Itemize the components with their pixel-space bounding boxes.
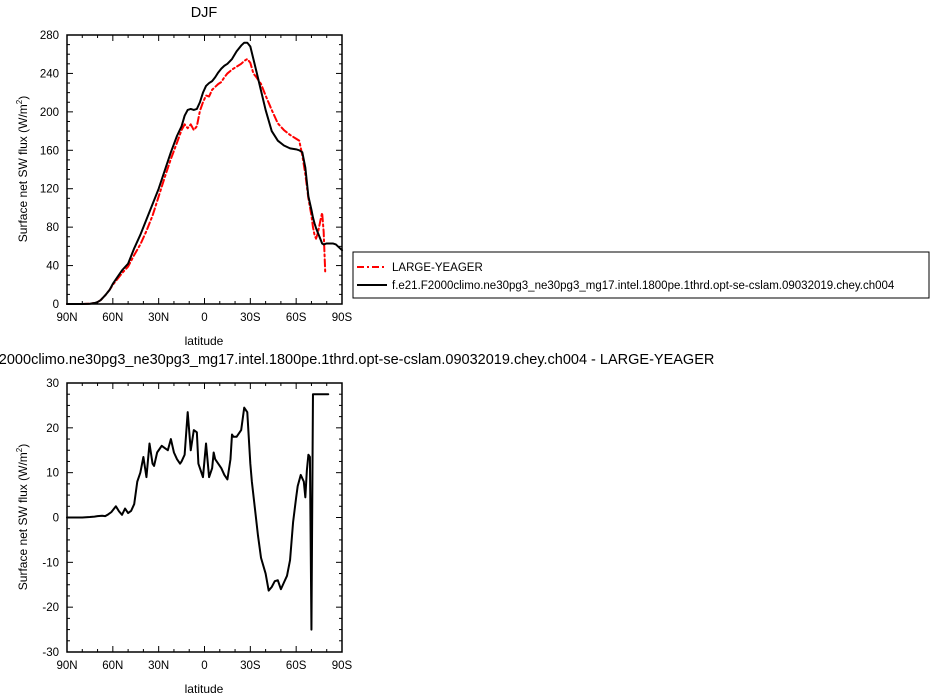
bottom-x-axis-label: latitude: [185, 682, 224, 696]
top-x-tick-label: 30S: [240, 312, 261, 324]
bottom-x-tick-label: 90S: [332, 660, 353, 672]
bottom-plot-frame: [66, 382, 343, 653]
top-series-group: [66, 41, 343, 305]
top-x-tick-label: 0: [201, 312, 207, 324]
bottom-x-tick-label: 90N: [56, 660, 77, 672]
bottom-x-tick-label: 0: [201, 660, 207, 672]
top-x-tick-label: 30N: [148, 312, 169, 324]
top-x-tick-label: 60N: [102, 312, 123, 324]
bottom-y-tick-label: 0: [53, 513, 59, 525]
bottom-y-tick-label: -30: [42, 647, 59, 659]
bottom-y-tick-label: -10: [42, 557, 59, 569]
bottom-y-tick-label: 10: [46, 468, 59, 480]
bottom-y-tick-label: 20: [46, 423, 59, 435]
bottom-series-line-0: [66, 393, 330, 631]
bottom-x-tick-label: 60S: [286, 660, 307, 672]
bottom-series-group: [66, 393, 330, 631]
legend: LARGE-YEAGER f.e21.F2000climo.ne30pg3_ne…: [352, 251, 930, 299]
bottom-axis-ticks: 90N 60N 30N 0 30S 60S 90S -30 -20 -10 0 10 20 30: [42, 378, 352, 672]
bottom-panel: f.e21.F2000climo.ne30pg3_ne30pg3_mg17.in…: [0, 352, 714, 696]
top-x-axis-label: latitude: [185, 334, 224, 348]
top-x-tick-label: 90N: [56, 312, 77, 324]
top-x-tick-label: 90S: [332, 312, 353, 324]
top-y-tick-label: 280: [40, 30, 59, 42]
top-y-tick-label: 40: [46, 261, 59, 273]
bottom-x-tick-label: 30N: [148, 660, 169, 672]
top-y-tick-label: 80: [46, 222, 59, 234]
legend-label-model: f.e21.F2000climo.ne30pg3_ne30pg3_mg17.in…: [392, 280, 895, 292]
top-y-tick-label: 0: [53, 299, 59, 311]
top-y-tick-label: 240: [40, 68, 59, 80]
bottom-y-tick-label: 30: [46, 378, 59, 390]
bottom-x-tick-label: 30S: [240, 660, 261, 672]
top-y-tick-label: 120: [40, 184, 59, 196]
top-x-tick-label: 60S: [286, 312, 307, 324]
bottom-y-axis-label: Surface net SW flux (W/m2): [15, 444, 30, 590]
bottom-y-tick-label: -20: [42, 602, 59, 614]
legend-label-large-yeager: LARGE-YEAGER: [392, 262, 483, 274]
bottom-chart-title: f.e21.F2000climo.ne30pg3_ne30pg3_mg17.in…: [0, 352, 714, 368]
bottom-x-tick-label: 60N: [102, 660, 123, 672]
legend-box: [352, 251, 930, 299]
top-y-axis-label: Surface net SW flux (W/m2): [15, 96, 30, 242]
top-series-line-0: [66, 58, 327, 305]
top-series-line-1: [66, 41, 343, 305]
top-y-tick-label: 200: [40, 107, 59, 119]
top-axis-ticks: 90N 60N 30N 0 30S 60S 90S 0 40 80 120 160 200 240 280: [40, 30, 353, 324]
top-plot-frame: [66, 34, 343, 305]
top-panel: DJF 90N 60N 30N 0 30S 60S 90S 0 40 80 120 160 200 240…: [15, 5, 353, 348]
top-chart-title: DJF: [191, 5, 218, 21]
top-y-tick-label: 160: [40, 145, 59, 157]
